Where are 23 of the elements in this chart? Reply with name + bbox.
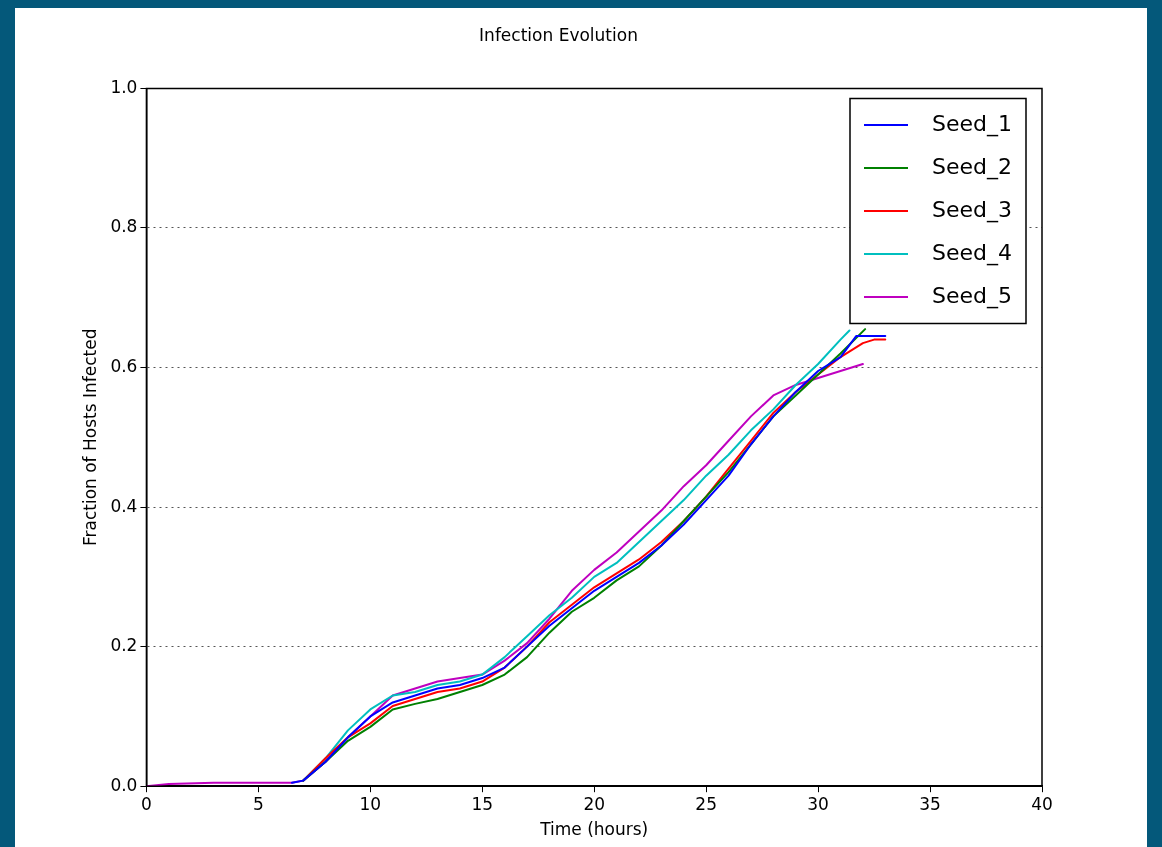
- y-tick-label: 1.0: [110, 76, 138, 97]
- x-tick-label: 35: [919, 793, 941, 814]
- y-tick-label: 0.8: [110, 216, 138, 237]
- legend-label: Seed_4: [932, 239, 1012, 266]
- y-axis-title: Fraction of Hosts Infected: [79, 328, 100, 547]
- y-tick-label: 0.0: [110, 774, 138, 795]
- y-tick-label: 0.4: [110, 495, 138, 516]
- legend-label: Seed_5: [932, 282, 1012, 309]
- chart-title: Infection Evolution: [479, 24, 638, 45]
- x-tick-label: 0: [141, 793, 152, 814]
- x-tick-label: 30: [807, 793, 829, 814]
- x-tick-label: 15: [471, 793, 494, 814]
- x-tick-label: 40: [1031, 793, 1053, 814]
- y-tick-label: 0.2: [110, 635, 138, 656]
- x-tick-label: 25: [695, 793, 717, 814]
- x-tick-label: 5: [252, 793, 264, 814]
- y-tick-label: 0.6: [110, 355, 138, 376]
- legend-label: Seed_3: [932, 196, 1012, 223]
- x-tick-label: 10: [359, 793, 382, 814]
- x-tick-label: 20: [583, 793, 606, 814]
- legend-label: Seed_1: [932, 110, 1012, 137]
- legend-label: Seed_2: [932, 153, 1012, 180]
- x-axis-title: Time (hours): [539, 819, 649, 840]
